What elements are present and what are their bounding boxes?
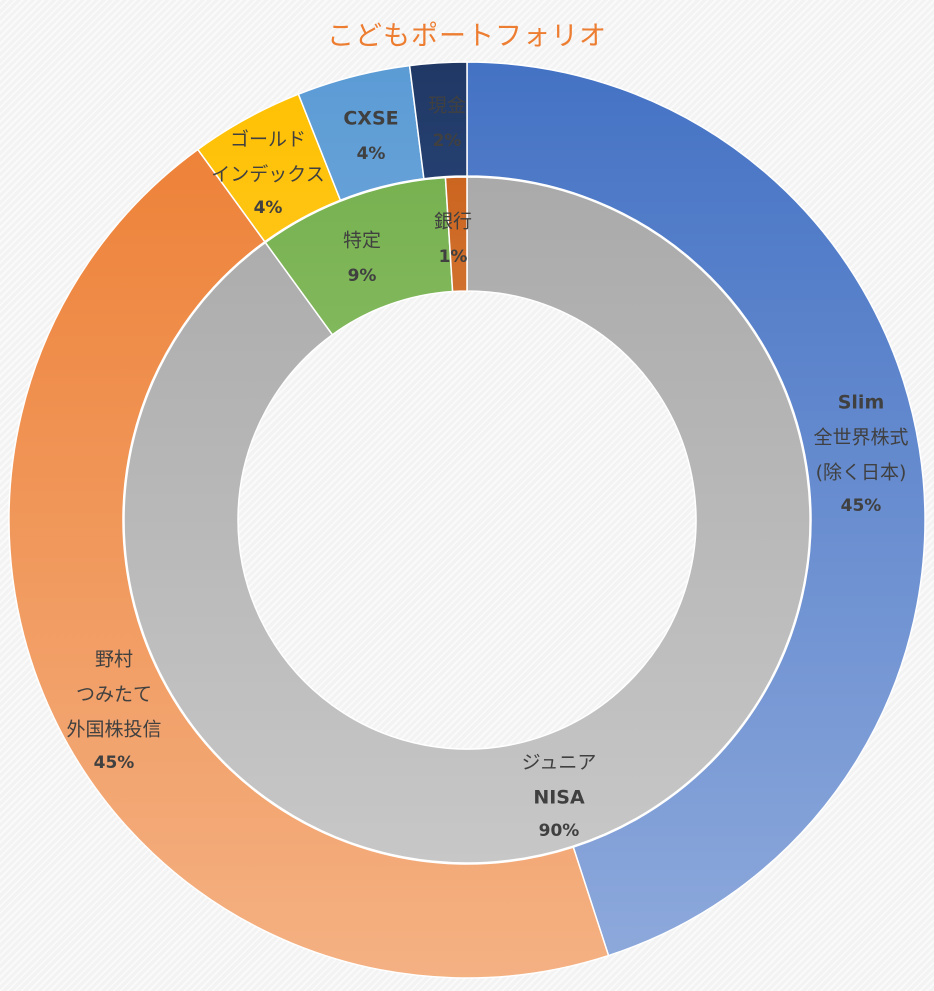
inner-slice-junior-nisa [123, 176, 811, 864]
slice-label-cxse: CXSE [343, 108, 398, 130]
slice-label-gold: ゴールド [230, 129, 306, 151]
slice-percent-gold: 4% [254, 198, 283, 218]
outer-slice-slim [466, 61, 926, 957]
outer-slice-cash [408, 61, 468, 180]
slice-label-slim: (除く日本) [816, 462, 907, 484]
slice-percent-ginko: 1% [439, 247, 468, 267]
slice-label-ginko: 銀行 [434, 211, 472, 233]
slice-percent-slim: 45% [841, 496, 882, 516]
slice-percent-tokutei: 9% [348, 266, 377, 286]
slice-label-junior-nisa: ジュニア [522, 752, 597, 774]
slice-label-slim: Slim [838, 392, 885, 414]
slice-percent-cash: 2% [433, 131, 462, 151]
inner-slice-ginko [444, 176, 468, 293]
outer-ring [8, 61, 926, 979]
inner-ring [123, 176, 811, 864]
slice-label-gold: インデックス [211, 164, 324, 186]
outer-slice-nomura [8, 148, 610, 979]
slice-label-nomura: 外国株投信 [66, 719, 161, 741]
slice-label-nomura: 野村 [95, 649, 133, 671]
chart-title: こどもポートフォリオ [327, 21, 607, 52]
slice-label-slim: 全世界株式 [813, 427, 908, 449]
slice-percent-junior-nisa: 90% [539, 821, 580, 841]
slice-percent-nomura: 45% [94, 753, 135, 773]
slice-label-tokutei: 特定 [343, 230, 381, 252]
slice-percent-cxse: 4% [357, 144, 386, 164]
slice-label-cash: 現金 [428, 95, 466, 117]
slice-label-nomura: つみたて [76, 684, 152, 706]
slice-label-junior-nisa: NISA [533, 787, 585, 809]
slice-labels: ジュニア NISA 90% 特定 9% 銀行 1% Slim 全世界株式 (除く日本) 45% 野村つ… [66, 95, 908, 842]
